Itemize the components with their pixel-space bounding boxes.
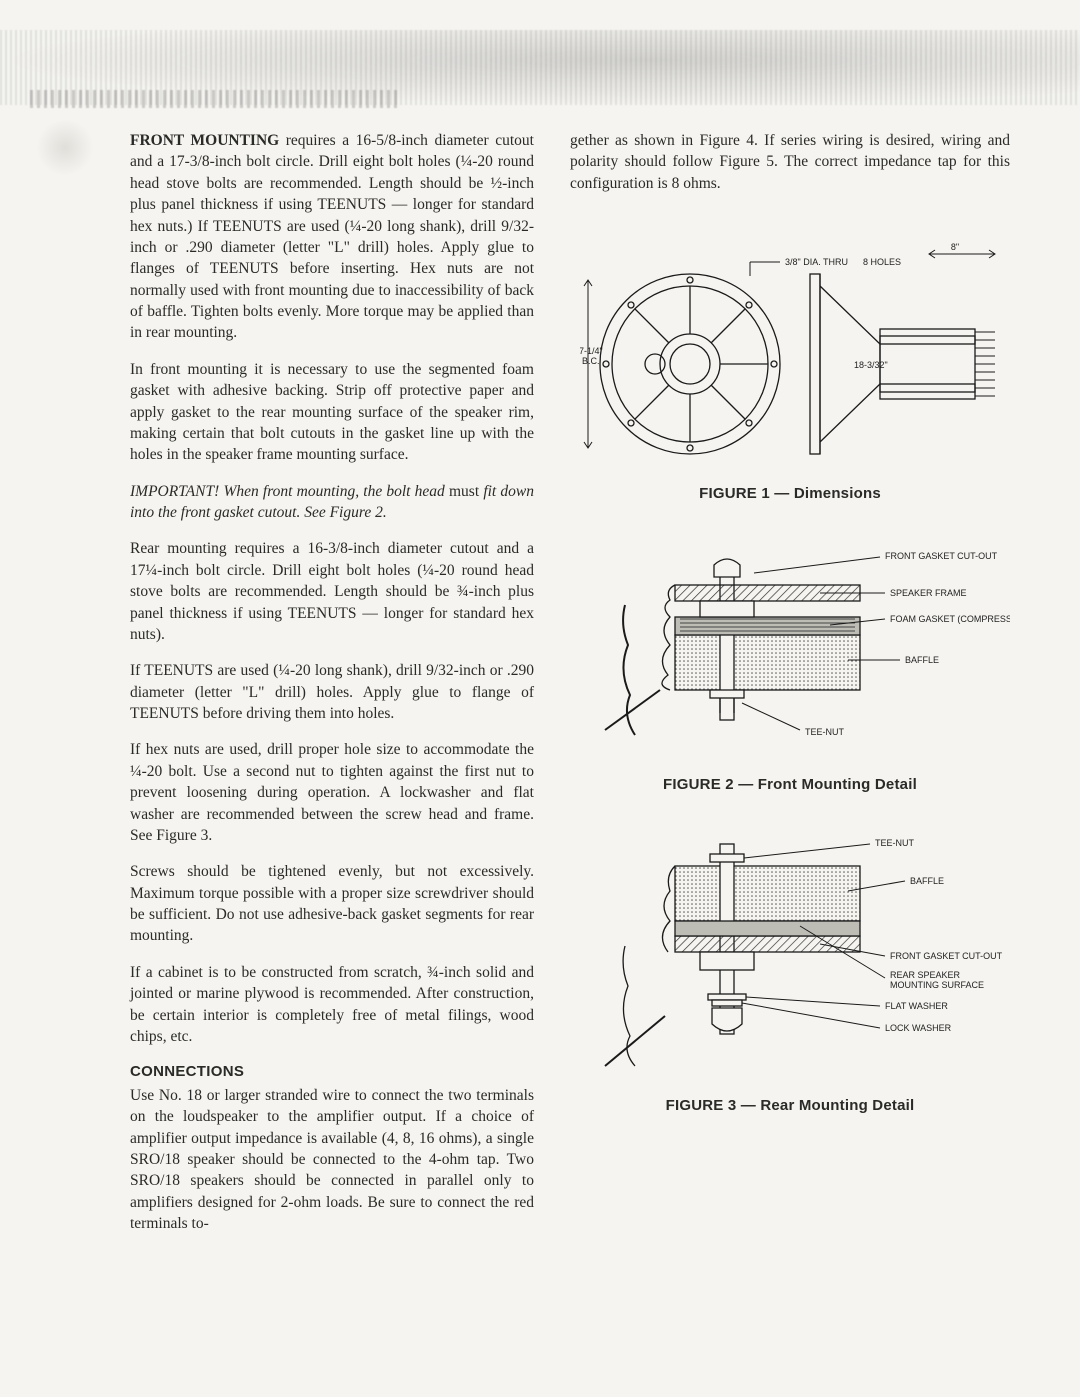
para-hex-nuts: If hex nuts are used, drill proper hole …: [130, 739, 534, 846]
fig3-rear-label: REAR SPEAKERMOUNTING SURFACE: [890, 970, 984, 990]
figure-2-block: FRONT GASKET CUT-OUT SPEAKER FRAME FOAM …: [570, 535, 1010, 796]
scan-noise-left: [30, 90, 400, 108]
fig2-teenut-label: TEE-NUT: [805, 727, 844, 737]
figure-1-block: 17-1/4"B.C.: [570, 234, 1010, 505]
figure-1-caption: FIGURE 1 — Dimensions: [570, 484, 1010, 505]
fig3-gasket-label: FRONT GASKET CUT-OUT: [890, 951, 1003, 961]
important-lead: IMPORTANT! When front mounting, the bolt…: [130, 483, 449, 500]
front-mounting-lead: FRONT MOUNTING: [130, 132, 279, 149]
para-cabinet: If a cabinet is to be constructed from s…: [130, 962, 534, 1048]
fig2-foam-label: FOAM GASKET (COMPRESSED): [890, 614, 1010, 624]
figure-2-svg: FRONT GASKET CUT-OUT SPEAKER FRAME FOAM …: [570, 535, 1010, 765]
fig1-dia-label: 3/8" DIA. THRU: [785, 257, 848, 267]
fig2-gasket-label: FRONT GASKET CUT-OUT: [885, 551, 998, 561]
para-front-mounting: FRONT MOUNTING requires a 16-5/8-inch di…: [130, 130, 534, 344]
para-connections: Use No. 18 or larger stranded wire to co…: [130, 1085, 534, 1235]
scan-smudge: [35, 120, 95, 175]
figure-3-block: TEE-NUT BAFFLE FRONT GASKET CUT-OUT REAR…: [570, 826, 1010, 1117]
fig1-bc-label: 17-1/4"B.C.: [580, 346, 603, 366]
fig2-frame-label: SPEAKER FRAME: [890, 588, 967, 598]
figure-2-caption: FIGURE 2 — Front Mounting Detail: [570, 775, 1010, 796]
para-teenuts: If TEENUTS are used (¼-20 long shank), d…: [130, 660, 534, 724]
para-continuation: gether as shown in Figure 4. If series w…: [570, 130, 1010, 194]
left-column: FRONT MOUNTING requires a 16-5/8-inch di…: [130, 130, 534, 1337]
figure-3-svg: TEE-NUT BAFFLE FRONT GASKET CUT-OUT REAR…: [570, 826, 1010, 1086]
fig3-baffle-label: BAFFLE: [910, 876, 944, 886]
fig1-eight-label: 8": [951, 242, 959, 252]
para-foam-gasket: In front mounting it is necessary to use…: [130, 359, 534, 466]
fig1-depth-label: 18-3/32": [854, 360, 888, 370]
fig3-flat-label: FLAT WASHER: [885, 1001, 948, 1011]
important-must: must: [449, 483, 479, 500]
para-rear-mounting: Rear mounting requires a 16-3/8-inch dia…: [130, 538, 534, 645]
para-screws: Screws should be tightened evenly, but n…: [130, 861, 534, 947]
fig2-baffle-label: BAFFLE: [905, 655, 939, 665]
front-mounting-body: requires a 16-5/8-inch diameter cutout a…: [130, 132, 534, 341]
fig3-teenut-label: TEE-NUT: [875, 838, 914, 848]
fig3-lock-label: LOCK WASHER: [885, 1023, 952, 1033]
fig1-holes-label: 8 HOLES: [863, 257, 901, 267]
right-column: gether as shown in Figure 4. If series w…: [570, 130, 1010, 1337]
page-content: FRONT MOUNTING requires a 16-5/8-inch di…: [130, 130, 1010, 1337]
connections-heading: CONNECTIONS: [130, 1062, 534, 1083]
figure-3-caption: FIGURE 3 — Rear Mounting Detail: [570, 1096, 1010, 1117]
para-important: IMPORTANT! When front mounting, the bolt…: [130, 481, 534, 524]
figure-1-svg: 17-1/4"B.C.: [580, 234, 1000, 474]
